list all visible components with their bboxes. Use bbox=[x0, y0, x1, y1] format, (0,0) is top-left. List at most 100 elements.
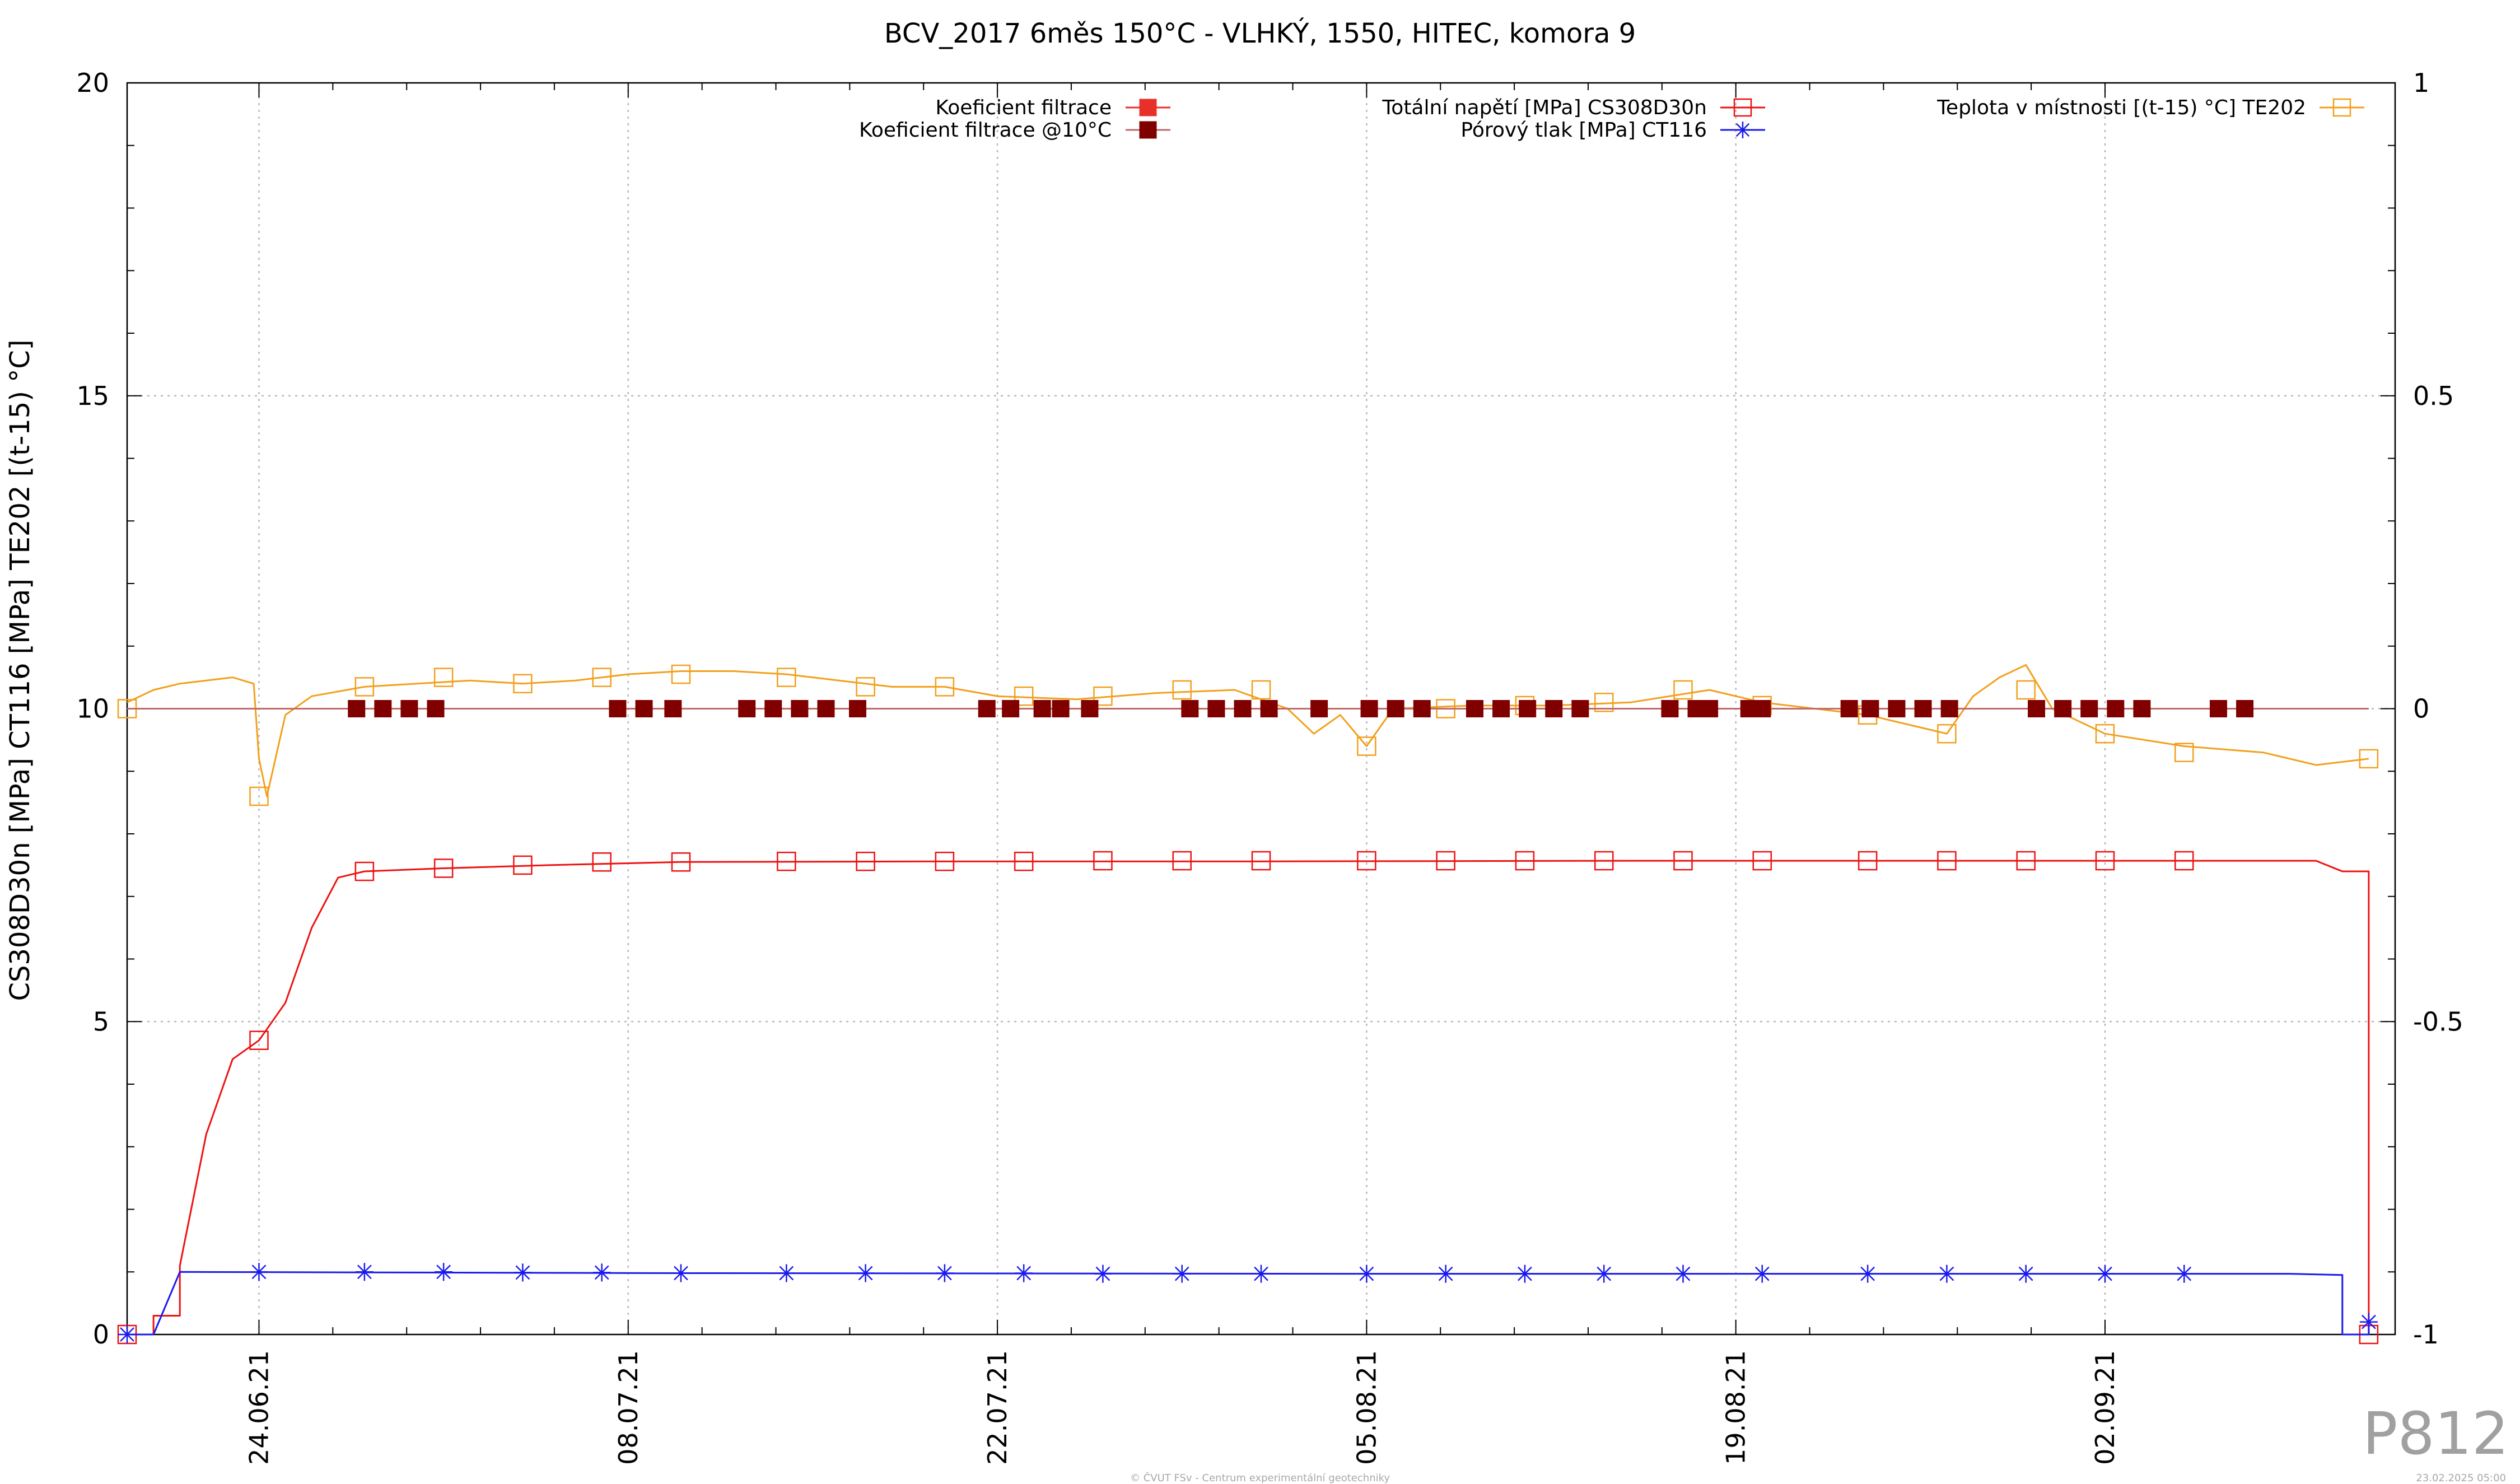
data-point bbox=[1859, 1264, 1877, 1283]
chart-title: BCV_2017 6měs 150°C - VLHKÝ, 1550, HITEC… bbox=[884, 17, 1636, 49]
data-point bbox=[592, 1263, 611, 1282]
data-point bbox=[1357, 736, 1376, 756]
data-point bbox=[592, 852, 612, 872]
series-0 bbox=[117, 851, 2379, 1345]
data-point bbox=[1492, 700, 1510, 717]
data-point bbox=[1081, 700, 1099, 717]
data-point bbox=[433, 668, 454, 687]
data-point bbox=[671, 664, 691, 684]
data-point bbox=[250, 1263, 268, 1281]
data-point bbox=[2016, 680, 2036, 700]
data-point bbox=[1033, 700, 1051, 717]
x-tick-label: 19.08.21 bbox=[1721, 1350, 1751, 1465]
data-point bbox=[1545, 700, 1563, 717]
data-point bbox=[1840, 700, 1858, 717]
data-point bbox=[1251, 851, 1271, 871]
data-point bbox=[2080, 700, 2098, 717]
legend-marker bbox=[1139, 99, 1157, 116]
data-point bbox=[2175, 1264, 2194, 1283]
data-point bbox=[1888, 700, 1906, 717]
legend-label: Pórový tlak [MPa] CT116 bbox=[1460, 119, 1707, 142]
data-point bbox=[935, 851, 955, 871]
series-line bbox=[127, 664, 2369, 797]
data-point bbox=[400, 700, 418, 717]
data-point bbox=[777, 668, 796, 687]
data-point bbox=[1519, 700, 1537, 717]
series-layer bbox=[117, 664, 2379, 1345]
data-point bbox=[249, 786, 269, 806]
y-tick-label: 20 bbox=[76, 68, 109, 98]
y-tick-label: 5 bbox=[93, 1006, 109, 1037]
legend-label: Koeficient filtrace @10°C bbox=[859, 119, 1112, 142]
data-point bbox=[1093, 686, 1113, 706]
data-point bbox=[2095, 851, 2115, 871]
data-point bbox=[2054, 700, 2072, 717]
data-point bbox=[374, 700, 392, 717]
data-point bbox=[1673, 680, 1693, 700]
x-tick-label: 22.07.21 bbox=[982, 1350, 1012, 1465]
data-point bbox=[249, 1030, 269, 1051]
data-point bbox=[118, 1326, 136, 1343]
data-point bbox=[664, 700, 682, 717]
data-point bbox=[354, 861, 375, 881]
x-tick-label: 24.06.21 bbox=[244, 1350, 274, 1465]
series-1 bbox=[118, 1263, 2378, 1343]
data-point bbox=[1252, 1264, 1270, 1283]
data-point bbox=[1172, 851, 1192, 871]
data-point bbox=[2174, 743, 2194, 762]
y2-tick-label: -0.5 bbox=[2413, 1006, 2463, 1037]
data-point bbox=[1360, 700, 1378, 717]
legend-marker bbox=[1139, 121, 1157, 139]
footer-copyright: © ČVUT FSv - Centrum experimentální geot… bbox=[1130, 1472, 1390, 1484]
data-point bbox=[791, 700, 809, 717]
data-point bbox=[2096, 1264, 2114, 1283]
data-point bbox=[1940, 700, 1958, 717]
data-point bbox=[2107, 700, 2125, 717]
data-point bbox=[2174, 851, 2194, 871]
data-point bbox=[856, 1264, 875, 1282]
data-point bbox=[935, 677, 955, 697]
data-point bbox=[1594, 851, 1614, 871]
footer-timestamp: 23.02.2025 05:00 bbox=[2416, 1472, 2506, 1484]
axes: 0 5 10 15 20 -1 -0.5 0 0.5 1 24.06.21 08.07.21 22.07… bbox=[76, 68, 2463, 1465]
data-point bbox=[1594, 693, 1614, 712]
y-tick-label: 0 bbox=[93, 1319, 109, 1350]
data-point bbox=[671, 1264, 690, 1282]
data-point bbox=[2236, 700, 2254, 717]
data-point bbox=[514, 1263, 532, 1282]
data-point bbox=[2016, 851, 2036, 871]
y-axis-label: CS308D30n [MPa] CT116 [MPa] TE202 [(t-15… bbox=[4, 339, 36, 1001]
data-point bbox=[433, 858, 454, 878]
data-point bbox=[935, 1264, 954, 1282]
data-point bbox=[1673, 851, 1693, 871]
data-point bbox=[978, 700, 996, 717]
data-point bbox=[817, 700, 835, 717]
series-line bbox=[127, 1271, 2370, 1336]
legend-entry: Koeficient filtrace bbox=[935, 96, 1170, 119]
data-point bbox=[1937, 851, 1957, 871]
legend-marker bbox=[1734, 122, 1751, 138]
y2-tick-label: -1 bbox=[2413, 1319, 2439, 1350]
legend-entry: Totální napětí [MPa] CS308D30n bbox=[1382, 96, 1765, 119]
data-point bbox=[1014, 851, 1034, 871]
data-point bbox=[2017, 1264, 2035, 1283]
data-point bbox=[856, 677, 875, 697]
y-tick-label: 15 bbox=[76, 381, 109, 411]
data-point bbox=[1938, 1264, 1956, 1283]
data-point bbox=[2028, 700, 2046, 717]
data-point bbox=[1387, 700, 1404, 717]
legend-label: Teplota v místnosti [(t-15) °C] TE202 bbox=[1936, 96, 2306, 119]
series-3 bbox=[127, 700, 2369, 717]
data-point bbox=[2359, 1313, 2378, 1331]
data-point bbox=[1701, 700, 1719, 717]
data-point bbox=[1094, 1264, 1112, 1283]
series-line bbox=[152, 860, 2370, 1334]
legend-label: Totální napětí [MPa] CS308D30n bbox=[1382, 96, 1707, 119]
data-point bbox=[609, 700, 627, 717]
data-point bbox=[777, 1264, 796, 1282]
data-point bbox=[1753, 700, 1771, 717]
legend-marker bbox=[1733, 98, 1752, 117]
data-point bbox=[1753, 1264, 1771, 1283]
data-point bbox=[1858, 851, 1878, 871]
